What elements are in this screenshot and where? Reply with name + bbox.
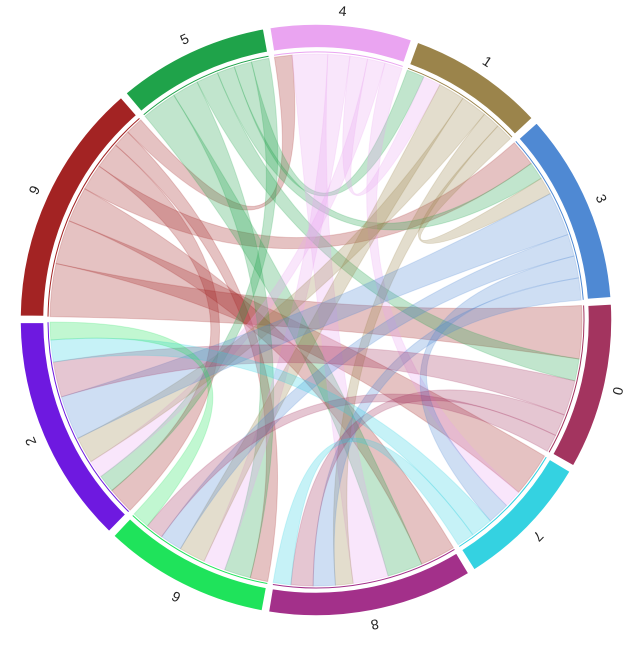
group-label: 1 (480, 53, 496, 71)
group-arc (460, 458, 572, 572)
group-arc (267, 551, 470, 617)
chord (77, 97, 486, 463)
chord (332, 113, 499, 586)
group-inner-line (272, 549, 455, 589)
group-inner-line (47, 117, 140, 317)
chord (49, 262, 583, 360)
group-label: 8 (369, 616, 380, 633)
chord (196, 72, 580, 382)
chord (50, 337, 492, 536)
chord (216, 66, 542, 231)
chords (49, 53, 583, 587)
group-label: 6 (169, 588, 183, 606)
group-label: 0 (609, 385, 623, 396)
group-inner-line (515, 141, 584, 300)
group-inner-line (458, 456, 547, 547)
chord (146, 393, 557, 538)
group-arc (408, 41, 534, 136)
chord (179, 83, 464, 562)
group-label: 3 (593, 192, 611, 206)
chord (233, 61, 425, 197)
chord (173, 81, 275, 579)
chord (68, 188, 455, 565)
chord (55, 220, 546, 494)
chord (419, 255, 580, 522)
group-inner-line (548, 305, 585, 453)
chord (52, 344, 576, 416)
group-inner-line (407, 67, 513, 138)
chord (291, 53, 389, 584)
group-arc (268, 23, 413, 64)
chord (290, 389, 566, 587)
chord (90, 58, 386, 478)
chord (272, 437, 474, 586)
group-arc (551, 303, 613, 468)
group-inner-line (143, 55, 269, 116)
group-inner-line (47, 322, 130, 512)
group-arc (19, 321, 127, 533)
chord (127, 54, 296, 211)
group-arc (124, 27, 269, 113)
chord (98, 144, 220, 511)
group-label: 7 (530, 528, 547, 545)
chord (83, 141, 532, 249)
group-label: 5 (177, 30, 191, 48)
chord (60, 193, 569, 440)
group-inner-line (132, 515, 268, 585)
group-label: 2 (22, 435, 40, 449)
chord (342, 55, 441, 196)
group-label: 9 (25, 183, 43, 197)
chord (160, 233, 575, 550)
chord (203, 53, 351, 571)
group-label: 4 (338, 3, 347, 20)
chord (49, 321, 214, 527)
group-inner-line (274, 51, 403, 67)
chord (100, 57, 279, 492)
chord (114, 131, 279, 583)
chord (417, 125, 551, 244)
group-arc (19, 96, 138, 318)
chord (366, 62, 520, 507)
chord (144, 94, 423, 577)
group-arc (112, 517, 268, 612)
group-arc (517, 121, 612, 301)
chord (312, 277, 582, 587)
group-arcs (19, 23, 613, 617)
